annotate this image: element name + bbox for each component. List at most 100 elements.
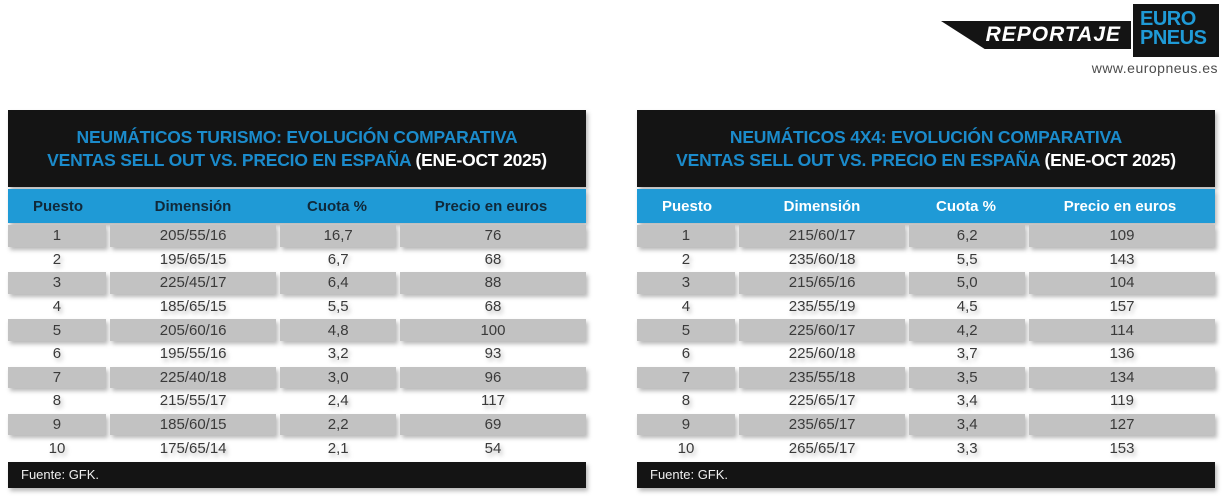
table-cell: 215/60/17	[738, 225, 906, 247]
table-row: 4 185/65/15 5,5 68	[8, 296, 586, 318]
table-source: Fuente: GFK.	[637, 461, 1215, 488]
column-header-cuota: Cuota %	[936, 197, 996, 215]
table-cell: 109	[1028, 225, 1215, 247]
table-cell: 68	[484, 298, 502, 316]
table-cell: 225/60/17	[738, 319, 906, 341]
table-header-row: Puesto Dimensión Cuota % Precio en euros	[8, 189, 586, 223]
table-row: 8 215/55/17 2,4 117	[8, 390, 586, 412]
table-cell: 2,4	[327, 392, 349, 410]
table-title-line2-blue: VENTAS SELL OUT VS. PRECIO EN ESPAÑA	[47, 149, 411, 170]
table-row: 4 235/55/19 4,5 157	[637, 296, 1215, 318]
table-title-line1: NEUMÁTICOS TURISMO: EVOLUCIÓN COMPARATIV…	[76, 126, 518, 147]
table-cell: 3	[637, 272, 735, 294]
table-cell: 235/65/17	[738, 413, 906, 436]
table-cell: 4,5	[956, 298, 978, 316]
column-header-cuota: Cuota %	[307, 197, 367, 215]
table-row: 10 175/65/14 2,1 54	[8, 437, 586, 459]
table-cell: 6,4	[280, 272, 396, 294]
table-row: 5 205/60/16 4,8 100	[8, 319, 586, 341]
table-cell: 2,2	[280, 413, 396, 436]
table-cell: 136	[1109, 345, 1135, 363]
table-cell: 225/65/17	[788, 392, 856, 410]
column-header-puesto: Puesto	[661, 197, 712, 215]
europneus-logo-line2: PNEUS	[1140, 27, 1207, 49]
table-cell: 6	[52, 345, 62, 363]
table-row: 6 225/60/18 3,7 136	[637, 343, 1215, 365]
table-cell: 185/65/15	[159, 298, 227, 316]
table-source: Fuente: GFK.	[8, 461, 586, 488]
website-link[interactable]: www.europneus.es	[1091, 60, 1218, 76]
reportaje-label: REPORTAJE	[985, 23, 1121, 46]
table-row: 9 185/60/15 2,2 69	[8, 413, 586, 436]
table-cell: 3	[8, 272, 106, 294]
table-cell: 225/60/18	[788, 345, 856, 363]
table-card-4x4: NEUMÁTICOS 4X4: EVOLUCIÓN COMPARATIVA VE…	[637, 110, 1215, 488]
table-cell: 3,2	[327, 345, 349, 363]
table-title-line2-blue: VENTAS SELL OUT VS. PRECIO EN ESPAÑA	[676, 149, 1040, 170]
table-cell: 4	[52, 298, 62, 316]
table-row: 3 225/45/17 6,4 88	[8, 272, 586, 294]
table-row: 7 235/55/18 3,5 134	[637, 366, 1215, 389]
table-title-period: (ENE-OCT 2025)	[1044, 149, 1176, 170]
table-row: 1 215/60/17 6,2 109	[637, 225, 1215, 247]
table-cell: 225/45/17	[109, 272, 277, 294]
table-row: 2 195/65/15 6,7 68	[8, 249, 586, 271]
table-cell: 2	[52, 250, 62, 268]
table-cell: 96	[399, 366, 586, 389]
table-cell: 215/55/17	[159, 392, 227, 410]
table-cell: 265/65/17	[788, 439, 856, 457]
europneus-logo: EURO PNEUS	[1133, 4, 1219, 57]
table-row: 7 225/40/18 3,0 96	[8, 366, 586, 389]
table-cell: 5,0	[909, 272, 1025, 294]
table-cell: 9	[637, 413, 735, 436]
table-cell: 3,4	[956, 392, 978, 410]
table-row: 5 225/60/17 4,2 114	[637, 319, 1215, 341]
table-title-line2: VENTAS SELL OUT VS. PRECIO EN ESPAÑA (EN…	[637, 149, 1215, 172]
table-cell: 1	[8, 225, 106, 247]
table-cell: 215/65/16	[738, 272, 906, 294]
table-cell: 9	[8, 413, 106, 436]
table-cell: 88	[399, 272, 586, 294]
column-header-precio: Precio en euros	[434, 197, 548, 215]
table-cell: 6,7	[327, 250, 349, 268]
table-row: 2 235/60/18 5,5 143	[637, 249, 1215, 271]
table-body: 1 205/55/16 16,7 7 6 2 195/65/15 6,7 68 3 225/45/1…	[8, 225, 586, 459]
column-header-dimension: Dimensión	[154, 197, 232, 215]
table-row: 3 215/65/16 5,0 104	[637, 272, 1215, 294]
table-cell: 16,7	[280, 225, 396, 247]
table-cell: 143	[1109, 250, 1135, 268]
table-cell: 195/65/15	[159, 250, 227, 268]
table-cell: 6,2	[909, 225, 1025, 247]
table-cell: 100	[399, 319, 586, 341]
table-title-period: (ENE-OCT 2025)	[415, 149, 547, 170]
table-cell: 175/65/14	[159, 439, 227, 457]
table-title-4x4: NEUMÁTICOS 4X4: EVOLUCIÓN COMPARATIVA VE…	[637, 110, 1215, 187]
table-cell: 4	[681, 298, 691, 316]
table-cell: 114	[1028, 319, 1215, 341]
table-cell: 2	[681, 250, 691, 268]
table-cell: 7	[637, 366, 735, 389]
table-cell: 1	[637, 225, 735, 247]
table-row: 6 195/55/16 3,2 93	[8, 343, 586, 365]
table-body: 1 215/60/17 6,2 109 2 235/60/18 5,5 143 3 215/65/…	[637, 225, 1215, 459]
table-cell: 5,5	[956, 250, 978, 268]
table-cell: 5	[8, 319, 106, 341]
table-cell: 205/55/16	[109, 225, 277, 247]
table-cell: 185/60/15	[109, 413, 277, 436]
table-cell: 3,0	[280, 366, 396, 389]
table-cell: 3,5	[909, 366, 1025, 389]
table-cell: 2,1	[327, 439, 349, 457]
table-cell: 104	[1028, 272, 1215, 294]
column-header-dimension: Dimensión	[783, 197, 861, 215]
table-cell: 3,3	[956, 439, 978, 457]
table-cell: 8	[52, 392, 62, 410]
table-title-line2: VENTAS SELL OUT VS. PRECIO EN ESPAÑA (EN…	[8, 149, 586, 172]
table-cell: 235/60/18	[788, 250, 856, 268]
table-cell: 10	[677, 439, 695, 457]
table-cell: 134	[1028, 366, 1215, 389]
table-cell: 235/55/19	[788, 298, 856, 316]
table-cell: 7	[8, 366, 106, 389]
table-row: 10 265/65/17 3,3 153	[637, 437, 1215, 459]
table-cell: 93	[484, 345, 502, 363]
